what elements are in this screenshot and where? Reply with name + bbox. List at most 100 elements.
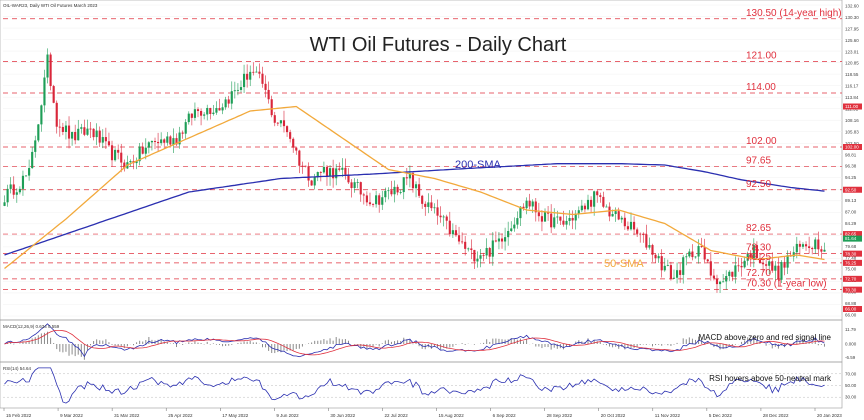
candle-up (476, 258, 479, 262)
candle-down (246, 73, 249, 80)
candle-up (328, 168, 332, 177)
candle-down (445, 216, 448, 221)
y-tick-label: 68.88 (845, 301, 857, 306)
candle-down (731, 271, 734, 277)
candle-down (740, 265, 743, 268)
candle-down (141, 146, 144, 154)
candle-down (175, 138, 178, 145)
candle-up (577, 210, 580, 214)
price-tag-label: 81.64 (845, 236, 857, 241)
candle-up (479, 255, 482, 259)
x-tick-label: 15 Aug 2022 (439, 413, 465, 418)
rsi-tick: 70.00 (845, 371, 857, 376)
candle-up (682, 257, 685, 275)
candle-down (371, 204, 375, 205)
candle-up (381, 197, 384, 205)
candle-up (743, 260, 746, 268)
candle-up (353, 182, 356, 188)
y-tick-label: 94.25 (845, 175, 857, 180)
candle-up (3, 202, 6, 206)
candle-up (172, 138, 175, 145)
y-tick-label: 127.95 (845, 26, 859, 31)
candle-down (755, 245, 758, 259)
candle-up (224, 99, 227, 108)
candle-up (31, 151, 34, 169)
candle-up (728, 271, 731, 277)
candle-up (341, 167, 344, 170)
y-tick-label: 113.84 (845, 95, 859, 100)
candle-down (273, 115, 276, 123)
level-label: 130.50 (14-year high) (746, 8, 842, 19)
candle-up (135, 161, 138, 164)
candle-down (58, 126, 61, 128)
candle-down (181, 132, 184, 134)
candle-up (71, 132, 74, 139)
candle-down (715, 278, 719, 285)
level-label: 82.65 (746, 223, 771, 234)
price-tag (843, 275, 862, 282)
candle-down (761, 263, 765, 265)
candle-down (298, 150, 301, 166)
x-tick-label: 17 May 2022 (222, 413, 249, 418)
candle-down (439, 215, 442, 218)
candle-down (301, 165, 304, 167)
candles (3, 48, 826, 293)
candle-up (792, 252, 795, 257)
sma200-label: 200-SMA (455, 159, 502, 171)
candle-up (451, 230, 454, 235)
symbol-label: OIL-WAR23, Daily WTI Oil Futures March 2… (3, 3, 98, 8)
candle-up (685, 256, 688, 258)
candle-down (547, 211, 550, 214)
candle-down (190, 113, 193, 118)
y-tick-label: 125.60 (845, 38, 859, 43)
candle-down (92, 128, 95, 138)
candle-down (359, 182, 362, 195)
macd-panel: 11.79 0.000 -6.59 (4, 323, 857, 360)
candle-down (61, 126, 64, 132)
candle-up (64, 125, 68, 132)
candle-down (804, 244, 808, 247)
macd-line (4, 323, 825, 358)
price-tag (843, 306, 862, 312)
candle-down (89, 128, 92, 130)
candle-down (583, 205, 587, 210)
candle-up (28, 168, 31, 176)
candle-up (722, 281, 725, 283)
candle-down (488, 247, 491, 257)
y-tick-label: 132.60 (845, 4, 859, 9)
candle-down (67, 125, 71, 139)
y-axis: 132.60 130.30 127.95 125.60 123.01 120.85 118.… (845, 4, 859, 318)
candle-down (83, 127, 86, 135)
level-label: 72.70 (746, 268, 771, 279)
sma-lines (4, 105, 825, 270)
candle-down (528, 200, 531, 207)
candle-up (519, 206, 522, 219)
candle-down (537, 212, 540, 217)
candle-down (783, 262, 786, 268)
candle-up (233, 90, 236, 92)
candle-up (212, 112, 215, 114)
signal-line (4, 330, 825, 356)
candle-up (697, 246, 700, 257)
candle-down (424, 203, 427, 207)
candle-down (325, 167, 329, 177)
candle-down (817, 239, 820, 250)
candle-down (52, 86, 55, 103)
candle-up (593, 191, 596, 207)
candle-down (798, 243, 801, 247)
y-tick-label: 87.00 (845, 210, 857, 215)
candle-down (310, 180, 313, 186)
candle-down (534, 201, 537, 213)
candle-down (209, 107, 212, 114)
candle-up (485, 247, 488, 256)
y-tick-label: 116.17 (845, 84, 859, 89)
candle-up (786, 255, 789, 268)
candle-down (660, 256, 663, 271)
candle-up (95, 130, 98, 138)
price-tag-label: 102.00 (845, 145, 859, 150)
candle-down (307, 166, 310, 181)
x-tick-label: 9 Jun 2022 (276, 413, 299, 418)
y-tick-label: 123.01 (845, 49, 859, 54)
candle-up (40, 105, 43, 125)
candle-down (639, 233, 642, 235)
